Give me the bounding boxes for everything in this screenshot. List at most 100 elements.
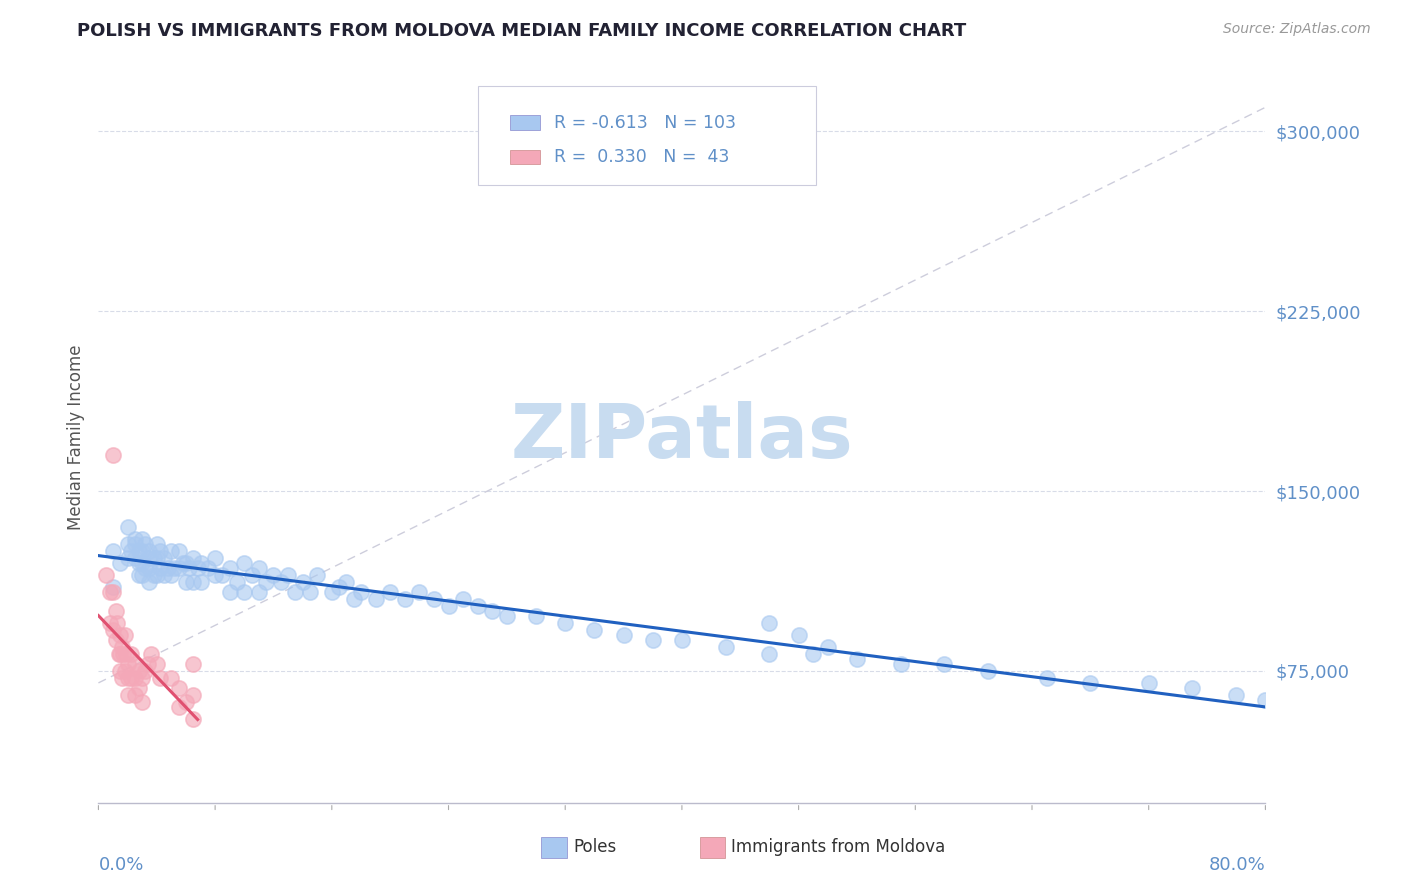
Point bbox=[204, 568, 226, 582]
Point bbox=[187, 561, 209, 575]
Point bbox=[138, 575, 160, 590]
Point bbox=[149, 561, 172, 575]
Point bbox=[142, 568, 165, 582]
Point bbox=[380, 584, 402, 599]
Point bbox=[1035, 671, 1057, 685]
Point bbox=[335, 575, 357, 590]
Point bbox=[174, 695, 197, 709]
Point bbox=[190, 575, 212, 590]
Point bbox=[524, 608, 547, 623]
Point bbox=[758, 647, 780, 661]
Point bbox=[240, 568, 263, 582]
Point bbox=[128, 568, 150, 582]
Point bbox=[153, 551, 176, 566]
Point bbox=[153, 568, 176, 582]
Point bbox=[247, 584, 270, 599]
Point bbox=[554, 615, 576, 630]
Point bbox=[115, 647, 138, 661]
FancyBboxPatch shape bbox=[510, 150, 540, 164]
Point bbox=[247, 561, 270, 575]
Point bbox=[1080, 676, 1102, 690]
Point bbox=[181, 712, 204, 726]
Point bbox=[172, 556, 194, 570]
Point bbox=[146, 537, 169, 551]
Point bbox=[101, 544, 124, 558]
Point bbox=[291, 575, 314, 590]
Point bbox=[120, 671, 142, 685]
Point bbox=[146, 551, 169, 566]
Point bbox=[181, 575, 204, 590]
Point bbox=[233, 584, 256, 599]
Point bbox=[298, 584, 321, 599]
Point bbox=[110, 664, 132, 678]
Point bbox=[451, 591, 474, 606]
Point bbox=[350, 584, 373, 599]
Point bbox=[117, 520, 139, 534]
Point bbox=[671, 632, 693, 647]
Point bbox=[128, 544, 150, 558]
Point bbox=[423, 591, 446, 606]
Point bbox=[758, 615, 780, 630]
Point bbox=[328, 580, 350, 594]
Point bbox=[277, 568, 299, 582]
Point bbox=[977, 664, 1000, 678]
Point bbox=[408, 584, 430, 599]
Point bbox=[181, 688, 204, 702]
Text: POLISH VS IMMIGRANTS FROM MOLDOVA MEDIAN FAMILY INCOME CORRELATION CHART: POLISH VS IMMIGRANTS FROM MOLDOVA MEDIAN… bbox=[77, 22, 966, 40]
Point bbox=[583, 623, 606, 637]
Point bbox=[167, 681, 190, 695]
Point bbox=[177, 561, 200, 575]
Point bbox=[481, 604, 503, 618]
Point bbox=[131, 532, 153, 546]
Point bbox=[343, 591, 366, 606]
Point bbox=[218, 584, 240, 599]
Point bbox=[134, 561, 156, 575]
Point bbox=[174, 556, 197, 570]
Point bbox=[146, 568, 169, 582]
Point bbox=[105, 615, 128, 630]
Point bbox=[467, 599, 489, 614]
Text: Source: ZipAtlas.com: Source: ZipAtlas.com bbox=[1223, 22, 1371, 37]
Point bbox=[174, 575, 197, 590]
Point bbox=[218, 561, 240, 575]
Point bbox=[496, 608, 519, 623]
Point bbox=[98, 615, 121, 630]
Point bbox=[136, 657, 159, 671]
Point bbox=[1181, 681, 1204, 695]
Point bbox=[134, 664, 156, 678]
Point bbox=[364, 591, 387, 606]
Point bbox=[138, 561, 160, 575]
Point bbox=[284, 584, 307, 599]
Point bbox=[160, 568, 183, 582]
Point bbox=[1137, 676, 1160, 690]
Point bbox=[612, 628, 634, 642]
Point bbox=[114, 628, 136, 642]
Point bbox=[801, 647, 824, 661]
Point bbox=[124, 532, 146, 546]
Point bbox=[142, 551, 165, 566]
Point bbox=[181, 657, 204, 671]
Point bbox=[197, 561, 219, 575]
Point bbox=[112, 647, 135, 661]
Point bbox=[120, 544, 142, 558]
Point bbox=[817, 640, 839, 654]
Point bbox=[117, 688, 139, 702]
Point bbox=[101, 448, 124, 462]
Point bbox=[167, 561, 190, 575]
FancyBboxPatch shape bbox=[510, 115, 540, 130]
Point bbox=[131, 671, 153, 685]
Point bbox=[160, 544, 183, 558]
Point bbox=[124, 671, 146, 685]
Point bbox=[117, 671, 139, 685]
Text: Poles: Poles bbox=[574, 838, 617, 856]
Point bbox=[139, 647, 162, 661]
Point bbox=[117, 551, 139, 566]
Point bbox=[226, 575, 249, 590]
Point bbox=[111, 671, 134, 685]
Point bbox=[117, 537, 139, 551]
Point bbox=[163, 561, 186, 575]
Point bbox=[101, 623, 124, 637]
Text: R =  0.330   N =  43: R = 0.330 N = 43 bbox=[554, 148, 728, 166]
Point bbox=[394, 591, 416, 606]
Point bbox=[890, 657, 912, 671]
